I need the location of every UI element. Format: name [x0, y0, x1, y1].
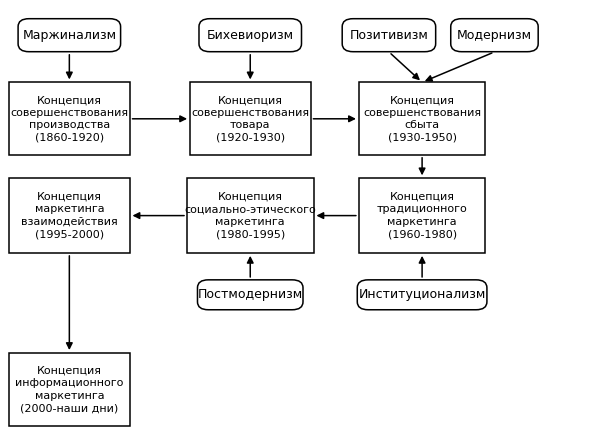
Bar	[9, 178, 130, 253]
Text: Концепция
социально-этического
маркетинга
(1980-1995): Концепция социально-этического маркетинг…	[185, 192, 316, 239]
FancyBboxPatch shape	[199, 18, 302, 51]
Bar	[9, 353, 130, 426]
Text: Концепция
традиционного
маркетинга
(1960-1980): Концепция традиционного маркетинга (1960…	[377, 192, 467, 239]
Bar	[359, 178, 485, 253]
Text: Концепция
информационного
маркетинга
(2000-наши дни): Концепция информационного маркетинга (20…	[15, 366, 124, 413]
Text: Концепция
маркетинга
взаимодействия
(1995-2000): Концепция маркетинга взаимодействия (199…	[21, 192, 118, 239]
Text: Модернизм: Модернизм	[457, 29, 532, 42]
FancyBboxPatch shape	[18, 18, 121, 51]
Text: Постмодернизм: Постмодернизм	[198, 288, 303, 301]
FancyBboxPatch shape	[343, 18, 435, 51]
Text: Концепция
совершенствования
сбыта
(1930-1950): Концепция совершенствования сбыта (1930-…	[363, 95, 481, 143]
Bar	[9, 82, 130, 155]
Bar	[190, 82, 311, 155]
Text: Концепция
совершенствования
товара
(1920-1930): Концепция совершенствования товара (1920…	[191, 95, 309, 143]
Text: Бихевиоризм: Бихевиоризм	[207, 29, 294, 42]
Text: Институционализм: Институционализм	[358, 288, 486, 301]
Text: Позитивизм: Позитивизм	[350, 29, 428, 42]
Bar	[187, 178, 314, 253]
Text: Маржинализм: Маржинализм	[22, 29, 116, 42]
Text: Концепция
совершенствования
производства
(1860-1920): Концепция совершенствования производства…	[10, 95, 128, 143]
FancyBboxPatch shape	[450, 18, 538, 51]
FancyBboxPatch shape	[198, 280, 303, 310]
FancyBboxPatch shape	[357, 280, 487, 310]
Bar	[359, 82, 485, 155]
